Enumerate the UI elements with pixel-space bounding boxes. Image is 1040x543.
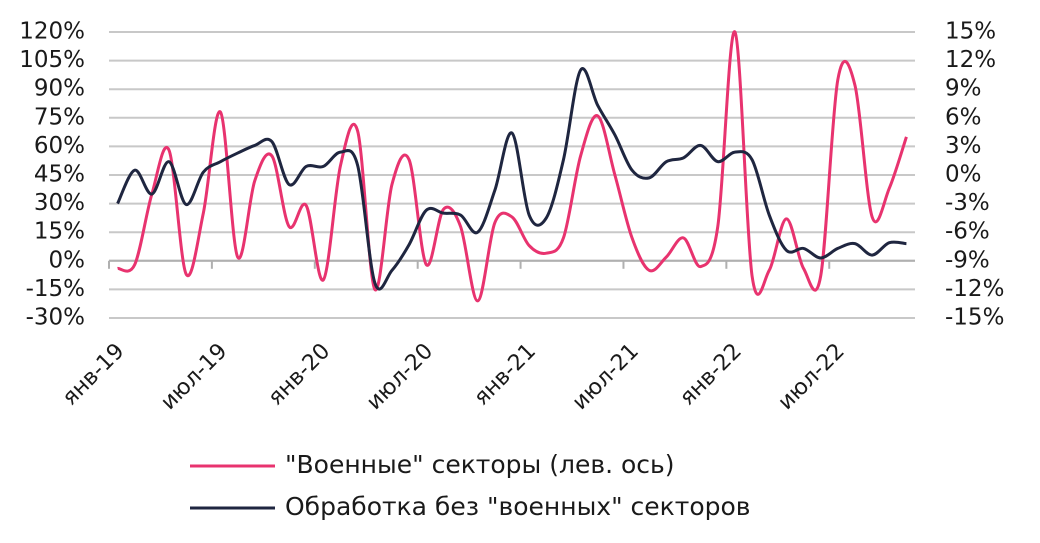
y-tick-label: 75% [34,104,85,130]
legend-label: Обработка без "военных" секторов [285,492,751,521]
x-tick-label: янв-22 [675,339,747,411]
y-tick-label: 45% [34,162,85,188]
y-tick-label: -30% [26,305,85,331]
y-tick-label: 0% [49,247,86,273]
y2-tick-label: -6% [945,219,990,245]
x-tick-label: янв-21 [469,339,541,411]
y2-tick-label: -15% [945,305,1004,331]
y-tick-label: -15% [26,276,85,302]
y2-tick-label: 6% [945,104,982,130]
y2-tick-label: -12% [945,276,1004,302]
y-tick-label: 120% [19,19,85,45]
y-tick-label: 15% [34,219,85,245]
series-line [116,67,907,291]
x-tick-label: июл-21 [568,339,644,415]
y2-tick-label: 9% [945,76,982,102]
y-tick-label: 60% [34,133,85,159]
x-tick-label: янв-20 [263,339,335,411]
y2-tick-label: 0% [945,162,982,188]
y2-tick-label: 12% [945,47,996,73]
y-tick-label: 90% [34,76,85,102]
y-tick-label: 105% [19,47,85,73]
series-line [117,30,908,303]
x-tick-label: июл-20 [362,339,438,415]
y2-tick-label: -9% [945,247,990,273]
x-tick-label: июл-22 [774,339,850,415]
y2-tick-label: -3% [945,190,990,216]
legend-label: "Военные" секторы (лев. ось) [285,450,675,479]
y2-tick-label: 15% [945,19,996,45]
y2-tick-label: 3% [945,133,982,159]
x-tick-label: июл-19 [156,339,232,415]
y-tick-label: 30% [34,190,85,216]
x-tick-label: янв-19 [58,339,130,411]
